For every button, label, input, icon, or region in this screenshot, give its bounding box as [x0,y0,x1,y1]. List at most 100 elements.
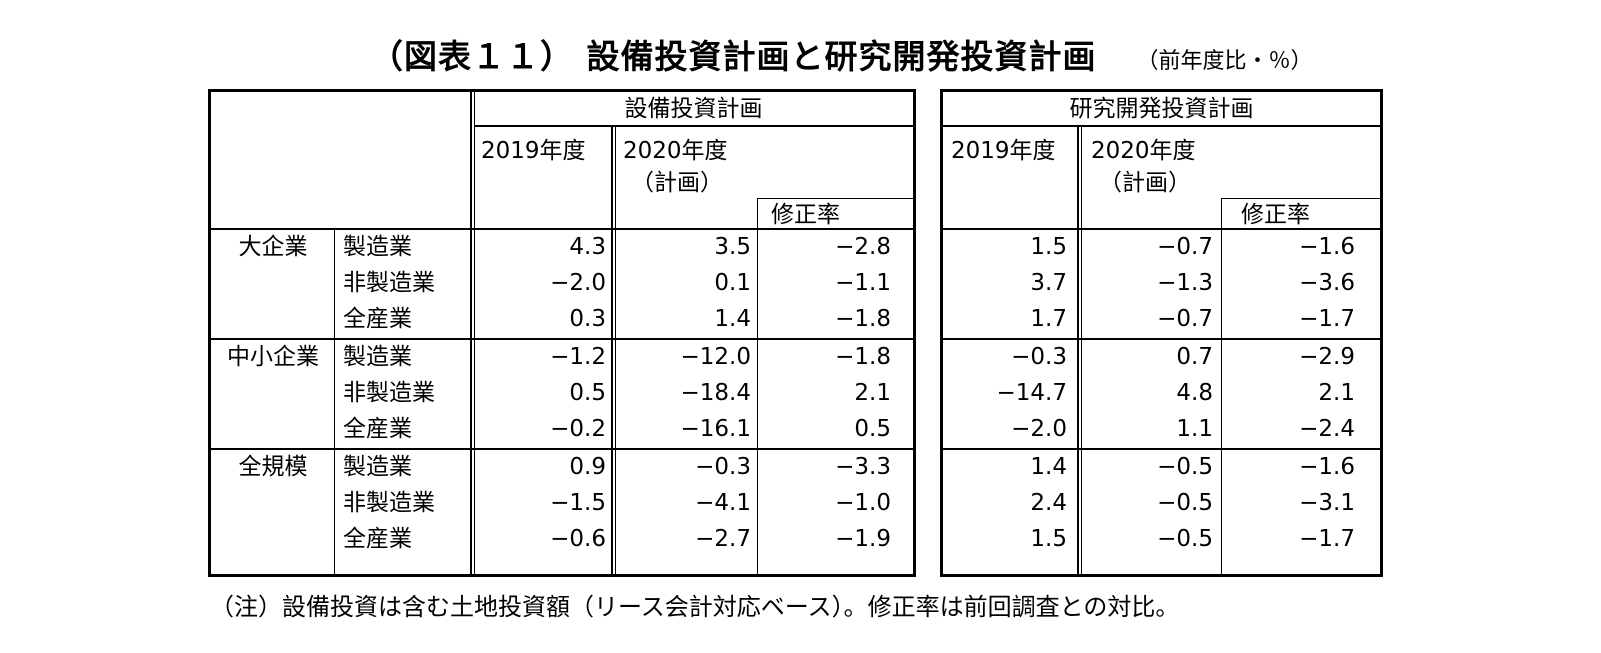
capex-panel: 設備投資計画 2019年度 2020年度 （計画） 修正率 大企業 製造業 4.3 3.5 −2.… [208,89,916,577]
industry-label: 全産業 [343,416,412,442]
capex-revision-cell: −2.8 [835,234,891,260]
group-separator [943,448,1380,450]
capex-2020-cell: −4.1 [695,490,751,516]
rnd-2020-cell: −0.7 [1157,234,1213,260]
capex-2019-cell: 4.3 [569,234,606,260]
rnd-revision-cell: −1.6 [1299,234,1355,260]
capex-2019-cell: −1.2 [550,344,606,370]
rnd-2020-cell: 4.8 [1176,380,1213,406]
rnd-2019-cell: 1.7 [1030,306,1067,332]
group-header-underline [474,125,913,127]
header-plan: （計画） [631,170,723,196]
rnd-2020-cell: −0.5 [1157,526,1213,552]
header-fy2019: 2019年度 [951,138,1056,164]
rev-divider [1221,198,1222,574]
capex-revision-cell: −3.3 [835,454,891,480]
industry-label: 製造業 [343,344,412,370]
rnd-2019-cell: 3.7 [1030,270,1067,296]
capex-revision-cell: 2.1 [854,380,891,406]
unit-label: （前年度比・％） [1136,49,1313,74]
col-divider [1081,127,1082,574]
rnd-revision-cell: −1.7 [1299,306,1355,332]
rnd-2020-cell: −0.5 [1157,454,1213,480]
header-fy2020: 2020年度 [623,138,728,164]
rnd-2019-cell: 1.5 [1030,234,1067,260]
header-divider [470,92,472,574]
title-text: （図表１１） 設備投資計画と研究開発投資計画 [370,37,1097,76]
rnd-2019-cell: −2.0 [1011,416,1067,442]
capex-revision-cell: −1.0 [835,490,891,516]
header-revision: 修正率 [771,202,840,228]
capex-2020-cell: 1.4 [714,306,751,332]
rnd-revision-cell: −1.6 [1299,454,1355,480]
capex-2020-cell: −2.7 [695,526,751,552]
header-revision: 修正率 [1241,202,1310,228]
rev-divider [757,198,758,574]
industry-label: 非製造業 [343,380,435,406]
rnd-2019-cell: −14.7 [996,380,1067,406]
industry-label: 全産業 [343,526,412,552]
capex-group-header: 設備投資計画 [624,96,763,122]
capex-revision-cell: −1.1 [835,270,891,296]
capex-2019-cell: −2.0 [550,270,606,296]
industry-label: 製造業 [343,234,412,260]
col-divider [611,127,613,574]
rev-header-line [757,198,913,199]
capex-2019-cell: 0.3 [569,306,606,332]
rnd-revision-cell: −2.9 [1299,344,1355,370]
rnd-2020-cell: −1.3 [1157,270,1213,296]
capex-2019-cell: 0.5 [569,380,606,406]
industry-label: 非製造業 [343,490,435,516]
rnd-revision-cell: −2.4 [1299,416,1355,442]
capex-revision-cell: −1.8 [835,306,891,332]
size-label: 大企業 [238,234,308,260]
col-divider [615,127,616,574]
footnote: （注）設備投資は含む土地投資額（リース会計対応ベース）。修正率は前回調査との対比… [210,593,1180,621]
capex-2019-cell: −1.5 [550,490,606,516]
industry-label: 全産業 [343,306,412,332]
header-bottom-line [211,228,913,230]
size-label: 中小企業 [227,344,319,370]
group-separator [211,448,913,450]
capex-2020-cell: −12.0 [680,344,751,370]
rnd-2020-cell: −0.7 [1157,306,1213,332]
rnd-revision-cell: 2.1 [1318,380,1355,406]
rnd-2019-cell: 2.4 [1030,490,1067,516]
capex-revision-cell: 0.5 [854,416,891,442]
header-plan: （計画） [1099,170,1191,196]
industry-label: 非製造業 [343,270,435,296]
capex-2020-cell: −0.3 [695,454,751,480]
rnd-panel: 研究開発投資計画 2019年度 2020年度 （計画） 修正率 1.5 −0.7 −1.6 3.… [940,89,1383,577]
col-divider [1077,127,1079,574]
rnd-2020-cell: 1.1 [1176,416,1213,442]
rev-header-line [1221,198,1380,199]
rnd-revision-cell: −3.6 [1299,270,1355,296]
industry-label: 製造業 [343,454,412,480]
rnd-2020-cell: −0.5 [1157,490,1213,516]
group-separator [943,338,1380,340]
header-divider [474,92,475,574]
capex-2020-cell: 0.1 [714,270,751,296]
chart-title: （図表１１） 設備投資計画と研究開発投資計画 （前年度比・％） [370,30,1313,82]
capex-2019-cell: 0.9 [569,454,606,480]
header-fy2019: 2019年度 [481,138,586,164]
capex-revision-cell: −1.9 [835,526,891,552]
capex-2019-cell: −0.2 [550,416,606,442]
group-separator [211,338,913,340]
rnd-2019-cell: 1.5 [1030,526,1067,552]
capex-2019-cell: −0.6 [550,526,606,552]
header-fy2020: 2020年度 [1091,138,1196,164]
rnd-revision-cell: −1.7 [1299,526,1355,552]
capex-2020-cell: −18.4 [680,380,751,406]
rnd-2019-cell: −0.3 [1011,344,1067,370]
capex-2020-cell: −16.1 [680,416,751,442]
capex-2020-cell: 3.5 [714,234,751,260]
capex-revision-cell: −1.8 [835,344,891,370]
header-bottom-line [943,228,1380,230]
rnd-2020-cell: 0.7 [1176,344,1213,370]
rnd-group-header: 研究開発投資計画 [1069,96,1254,122]
size-label: 全規模 [238,454,308,480]
rnd-2019-cell: 1.4 [1030,454,1067,480]
label-col-divider [334,230,335,574]
group-header-underline [943,125,1380,127]
